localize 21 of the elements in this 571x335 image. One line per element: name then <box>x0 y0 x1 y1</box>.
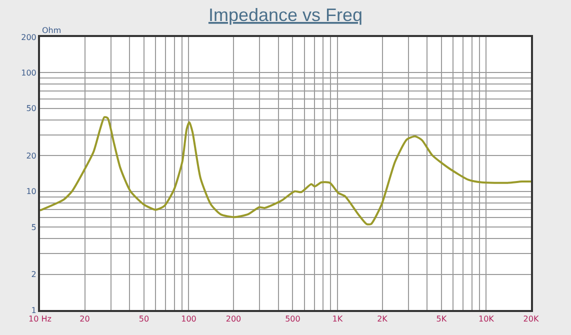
y-tick-label: 20 <box>26 151 36 160</box>
x-tick-label: 10 Hz <box>28 314 52 324</box>
y-tick-label: 10 <box>26 187 36 196</box>
x-tick-label: 100 <box>181 314 196 324</box>
y-tick-label: 1 <box>31 306 36 315</box>
x-tick-label: 20K <box>523 314 540 324</box>
x-tick-label: 5K <box>436 314 448 324</box>
y-tick-label: 50 <box>26 104 36 114</box>
x-tick-label: 1K <box>332 314 344 324</box>
y-tick-label: 100 <box>21 68 36 78</box>
x-tick-label: 200 <box>226 314 242 324</box>
x-tick-label: 50 <box>138 314 150 324</box>
y-tick-label: 2 <box>31 270 36 280</box>
x-tick-label: 500 <box>285 314 300 324</box>
chart-title: Impedance vs Freq <box>208 4 363 25</box>
x-tick-label: 2K <box>377 314 388 324</box>
x-tick-label: 10K <box>478 314 495 324</box>
y-axis-title: Ohm <box>42 26 62 35</box>
y-tick-label: 200 <box>21 32 36 42</box>
y-tick-label: 5 <box>31 222 36 232</box>
x-tick-label: 20 <box>80 314 90 324</box>
